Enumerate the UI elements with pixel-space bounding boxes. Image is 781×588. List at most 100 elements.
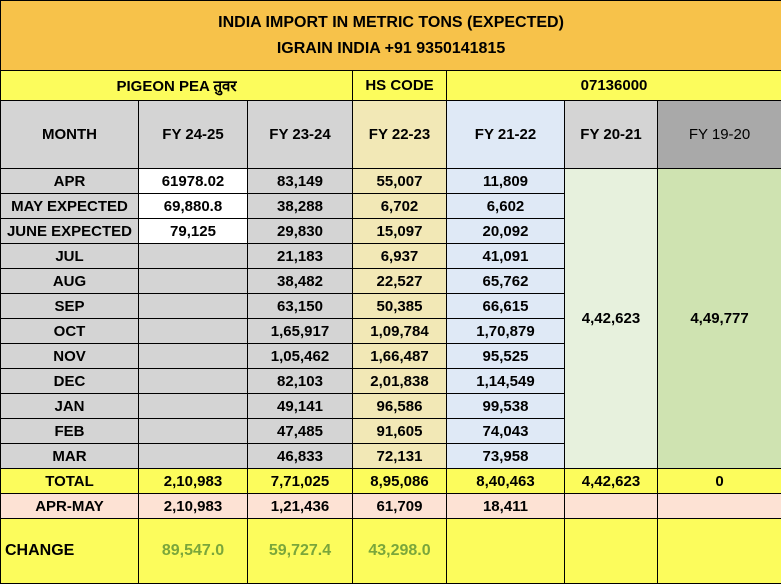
fy2122-cell: 41,091	[446, 243, 565, 269]
fy2122-cell: 6,602	[446, 193, 565, 219]
fy2122-cell: 1,14,549	[446, 368, 565, 394]
fy1920-merged-cell: 4,49,777	[656, 168, 781, 469]
apr-may-row: APR-MAY 2,10,983 1,21,436 61,709 18,411	[0, 493, 781, 519]
fy2122-cell: 99,538	[446, 393, 565, 419]
month-cell: MAR	[0, 443, 139, 469]
fy2425-cell	[138, 293, 248, 319]
table-row: AUG 38,482 22,527 65,762	[0, 268, 781, 294]
fy2425-cell	[138, 268, 248, 294]
month-cell: AUG	[0, 268, 139, 294]
table-row: JUNE EXPECTED 79,125 29,830 15,097 20,09…	[0, 218, 781, 244]
fy2324-cell: 47,485	[247, 418, 353, 444]
col-header-fy2223: FY 22-23	[352, 100, 447, 169]
fy2324-cell: 38,288	[247, 193, 353, 219]
table-row: MAY EXPECTED 69,880.8 38,288 6,702 6,602	[0, 193, 781, 219]
fy2223-cell: 2,01,838	[352, 368, 447, 394]
month-cell: OCT	[0, 318, 139, 344]
change-fy2425: 89,547.0	[138, 518, 248, 584]
fy2122-cell: 95,525	[446, 343, 565, 369]
fy2324-cell: 1,05,462	[247, 343, 353, 369]
change-fy2324: 59,727.4	[247, 518, 353, 584]
col-header-fy2425: FY 24-25	[138, 100, 248, 169]
fy2425-cell	[138, 443, 248, 469]
table-row: FEB 47,485 91,605 74,043	[0, 418, 781, 444]
fy2425-cell	[138, 393, 248, 419]
month-cell: JUL	[0, 243, 139, 269]
apr-may-fy1920	[656, 493, 781, 519]
commodity-label: PIGEON PEA तुवर	[0, 70, 353, 101]
table-row: DEC 82,103 2,01,838 1,14,549	[0, 368, 781, 394]
col-header-month: MONTH	[0, 100, 139, 169]
apr-may-fy2324: 1,21,436	[247, 493, 353, 519]
month-cell: JUNE EXPECTED	[0, 218, 139, 244]
fy2122-cell: 65,762	[446, 268, 565, 294]
fy2122-cell: 11,809	[446, 168, 565, 194]
fy2223-cell: 6,702	[352, 193, 447, 219]
fy2223-cell: 15,097	[352, 218, 447, 244]
table-row: OCT 1,65,917 1,09,784 1,70,879	[0, 318, 781, 344]
column-header-row: MONTH FY 24-25 FY 23-24 FY 22-23 FY 21-2…	[0, 100, 781, 169]
fy2324-cell: 1,65,917	[247, 318, 353, 344]
total-label: TOTAL	[0, 468, 139, 494]
change-fy2223: 43,298.0	[352, 518, 447, 584]
title-row: INDIA IMPORT IN METRIC TONS (EXPECTED) I…	[0, 0, 781, 71]
month-cell: FEB	[0, 418, 139, 444]
table-row: APR 61978.02 83,149 55,007 11,809 4,42,6…	[0, 168, 781, 469]
table-title: INDIA IMPORT IN METRIC TONS (EXPECTED) I…	[0, 0, 781, 71]
fy2324-cell: 38,482	[247, 268, 353, 294]
month-cell: DEC	[0, 368, 139, 394]
month-cell: JAN	[0, 393, 139, 419]
fy2223-cell: 55,007	[352, 168, 447, 194]
fy2324-cell: 63,150	[247, 293, 353, 319]
apr-may-label: APR-MAY	[0, 493, 139, 519]
fy2425-cell: 61978.02	[138, 168, 248, 194]
total-fy2122: 8,40,463	[446, 468, 565, 494]
fy2223-cell: 50,385	[352, 293, 447, 319]
title-line-1: INDIA IMPORT IN METRIC TONS (EXPECTED)	[218, 13, 564, 31]
change-fy2021	[564, 518, 658, 584]
fy2324-cell: 21,183	[247, 243, 353, 269]
table-row: JAN 49,141 96,586 99,538	[0, 393, 781, 419]
total-fy2223: 8,95,086	[352, 468, 447, 494]
fy2425-cell: 69,880.8	[138, 193, 248, 219]
apr-may-fy2425: 2,10,983	[138, 493, 248, 519]
fy2223-cell: 1,09,784	[352, 318, 447, 344]
total-fy2425: 2,10,983	[138, 468, 248, 494]
fy2122-cell: 66,615	[446, 293, 565, 319]
fy2223-cell: 1,66,487	[352, 343, 447, 369]
col-header-fy2324: FY 23-24	[247, 100, 353, 169]
fy2223-cell: 22,527	[352, 268, 447, 294]
col-header-fy1920: FY 19-20	[656, 100, 781, 169]
change-row: CHANGE 89,547.0 59,727.4 43,298.0	[0, 518, 781, 584]
total-row: TOTAL 2,10,983 7,71,025 8,95,086 8,40,46…	[0, 468, 781, 494]
fy2425-cell: 79,125	[138, 218, 248, 244]
change-fy1920	[656, 518, 781, 584]
table-row: SEP 63,150 50,385 66,615	[0, 293, 781, 319]
fy2324-cell: 46,833	[247, 443, 353, 469]
commodity-row: PIGEON PEA तुवर HS CODE 07136000	[0, 70, 781, 101]
fy2425-cell	[138, 418, 248, 444]
apr-may-fy2021	[564, 493, 658, 519]
fy2324-cell: 83,149	[247, 168, 353, 194]
fy2122-cell: 1,70,879	[446, 318, 565, 344]
apr-may-fy2223: 61,709	[352, 493, 447, 519]
fy2425-cell	[138, 343, 248, 369]
fy2223-cell: 96,586	[352, 393, 447, 419]
month-cell: MAY EXPECTED	[0, 193, 139, 219]
fy2122-cell: 74,043	[446, 418, 565, 444]
col-header-fy2021: FY 20-21	[564, 100, 658, 169]
total-fy2021: 4,42,623	[564, 468, 658, 494]
month-cell: APR	[0, 168, 139, 194]
total-fy1920: 0	[656, 468, 781, 494]
fy2122-cell: 20,092	[446, 218, 565, 244]
fy2223-cell: 91,605	[352, 418, 447, 444]
fy2324-cell: 82,103	[247, 368, 353, 394]
hs-code-value: 07136000	[445, 70, 781, 101]
fy2021-merged-cell: 4,42,623	[564, 168, 658, 469]
change-fy2122	[446, 518, 565, 584]
fy2223-cell: 6,937	[352, 243, 447, 269]
month-cell: SEP	[0, 293, 139, 319]
fy2324-cell: 49,141	[247, 393, 353, 419]
